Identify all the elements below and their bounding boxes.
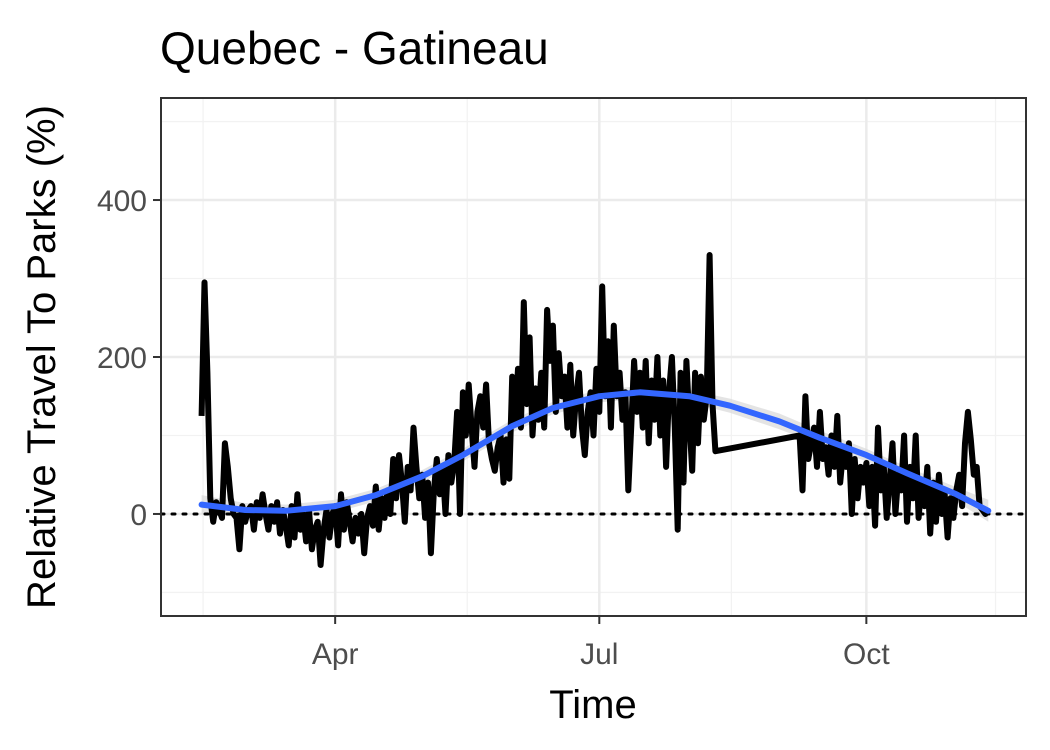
y-tick-label: 200 (97, 342, 147, 375)
x-axis-title: Time (549, 683, 636, 727)
y-axis-title: Relative Travel To Parks (%) (20, 105, 64, 609)
chart-title: Quebec - Gatineau (160, 22, 549, 74)
x-axis: Apr Jul Oct (312, 616, 890, 671)
y-axis: 0 200 400 (97, 185, 161, 532)
x-tick-label: Apr (312, 638, 359, 671)
y-tick-label: 400 (97, 185, 147, 218)
x-tick-label: Oct (843, 638, 890, 671)
daily-travel-line (198, 252, 991, 568)
x-tick-label: Jul (580, 638, 618, 671)
y-tick-label: 0 (130, 499, 147, 532)
smooth-trend-line (198, 389, 992, 514)
